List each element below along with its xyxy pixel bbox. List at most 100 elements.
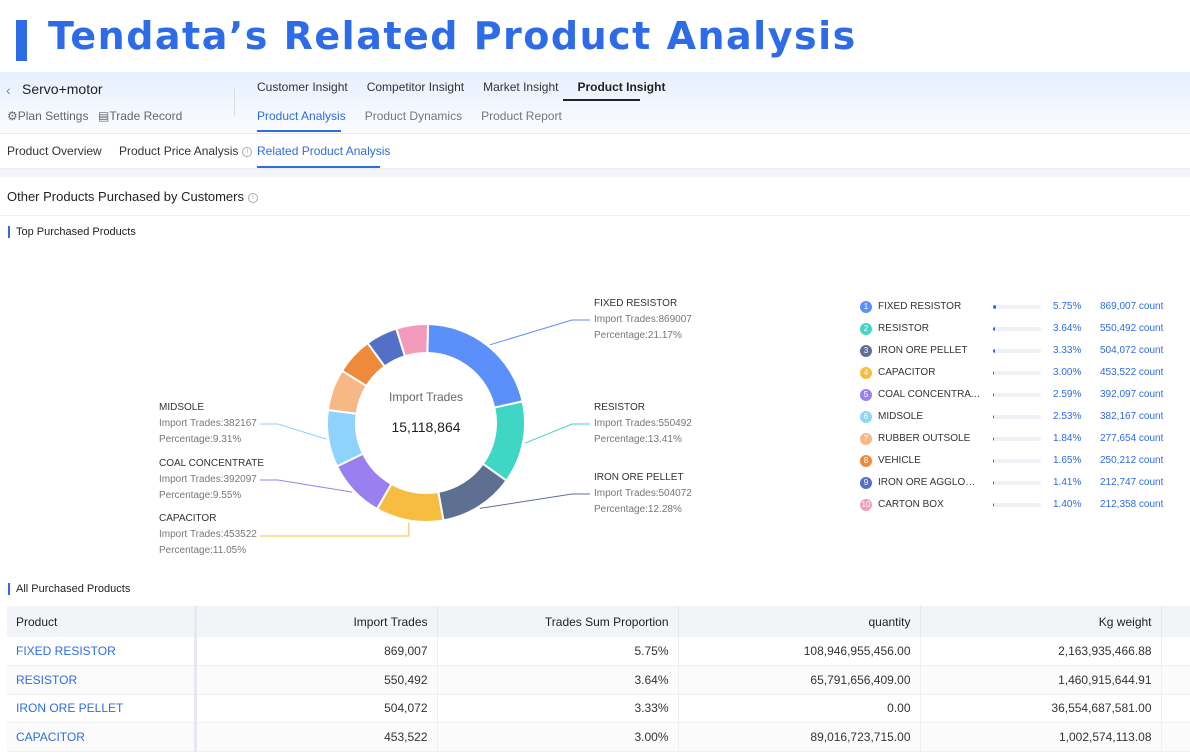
donut-center-value: 15,118,864 [391, 419, 461, 435]
product-link[interactable]: FIXED RESISTOR [7, 637, 197, 666]
callout-trades: Import Trades:453522 [159, 529, 257, 540]
document-icon: ▤ [98, 109, 110, 123]
rank-number-badge: 7 [860, 433, 872, 445]
rank-product-name: FIXED RESISTOR [878, 301, 962, 312]
table-cell-extra [1161, 694, 1190, 723]
rank-number-badge: 8 [860, 455, 872, 467]
col-kg-weight[interactable]: Kg weight [920, 606, 1162, 637]
donut-slice-carton-box[interactable] [395, 323, 429, 358]
trade-record-label: Trade Record [109, 109, 183, 123]
rank-progress-fill [993, 437, 995, 441]
tab-product-overview[interactable]: Product Overview [7, 144, 102, 158]
table-cell: 3.64% [437, 665, 679, 695]
tab-product-insight[interactable]: Product Insight [577, 80, 666, 94]
table-cell: 36,554,687,581.00 [920, 694, 1162, 723]
back-chevron-icon[interactable]: ‹ [6, 82, 11, 98]
rank-count: 277,654 count [1100, 433, 1164, 444]
rank-product-name: RESISTOR [878, 323, 929, 334]
callout-resistor: RESISTOR Import Trades:550492 Percentage… [594, 400, 692, 448]
tab-customer-insight[interactable]: Customer Insight [257, 80, 348, 94]
trade-record-link[interactable]: ▤Trade Record [98, 109, 182, 123]
table-row: CAPACITOR 453,522 3.00% 89,016,723,715.00 1,… [7, 722, 1190, 752]
rank-progress-fill [993, 371, 995, 375]
secondary-tabs: Product Overview Product Price Analysis i… [0, 134, 1190, 169]
product-link[interactable]: IRON ORE PELLET [7, 694, 197, 723]
callout-trades: Import Trades:392097 [159, 474, 257, 485]
all-products-table: Product Import Trades Trades Sum Proport… [7, 606, 1190, 752]
rank-progress-fill [993, 349, 995, 353]
tab-market-insight[interactable]: Market Insight [483, 80, 559, 94]
rank-number-badge: 5 [860, 389, 872, 401]
table-cell-extra [1161, 722, 1190, 752]
col-trades-sum-proportion[interactable]: Trades Sum Proportion [437, 606, 679, 637]
rank-percentage: 1.65% [1053, 455, 1082, 466]
rank-percentage: 3.00% [1053, 367, 1082, 378]
ranking-item: 9 IRON ORE AGGLOMER... 1.41% 212,747 count [860, 474, 1180, 496]
rank-product-name: CAPACITOR [878, 367, 936, 378]
ranking-item: 4 CAPACITOR 3.00% 453,522 count [860, 364, 1180, 386]
rank-number-badge: 10 [860, 499, 872, 511]
table-cell: 1,002,574,113.08 [920, 722, 1162, 752]
rank-progress-bar [993, 437, 1041, 441]
tab-related-product-analysis[interactable]: Related Product Analysis [257, 144, 391, 158]
rank-percentage: 1.41% [1053, 477, 1082, 488]
rank-progress-fill [993, 393, 995, 397]
rank-count: 453,522 count [1100, 367, 1164, 378]
leader-line [260, 522, 410, 537]
rank-product-name: IRON ORE AGGLOMER... [878, 477, 982, 488]
ranking-item: 7 RUBBER OUTSOLE 1.84% 277,654 count [860, 430, 1180, 452]
donut-chart: Import Trades 15,118,864 FIXED RESISTOR … [150, 290, 710, 560]
col-import-trades[interactable]: Import Trades [195, 606, 438, 637]
table-header-row: Product Import Trades Trades Sum Proport… [7, 606, 1190, 637]
tab-product-dynamics[interactable]: Product Dynamics [364, 109, 463, 123]
product-link[interactable]: RESISTOR [7, 665, 197, 695]
info-icon[interactable]: i [242, 146, 253, 157]
tab-product-analysis[interactable]: Product Analysis [257, 109, 346, 123]
rank-percentage: 1.40% [1053, 499, 1082, 510]
rank-count: 212,747 count [1100, 477, 1164, 488]
table-cell: 0.00 [678, 694, 921, 723]
callout-trades: Import Trades:382167 [159, 418, 257, 429]
col-product[interactable]: Product [7, 606, 197, 637]
plan-settings-link[interactable]: ⚙Plan Settings [7, 109, 88, 123]
callout-capacitor: CAPACITOR Import Trades:453522 Percentag… [159, 511, 257, 559]
leader-line [489, 319, 590, 346]
rank-product-name: RUBBER OUTSOLE [878, 433, 971, 444]
product-link[interactable]: CAPACITOR [7, 722, 197, 752]
ranking-item: 10 CARTON BOX 1.40% 212,358 count [860, 496, 1180, 518]
table-cell: 869,007 [195, 637, 438, 666]
rank-count: 392,097 count [1100, 389, 1164, 400]
rank-number-badge: 4 [860, 367, 872, 379]
sub-tab-active-indicator [257, 130, 341, 132]
rank-count: 504,072 count [1100, 345, 1164, 356]
tab-product-report[interactable]: Product Report [481, 109, 562, 123]
rank-number-badge: 1 [860, 301, 872, 313]
plan-settings-label: Plan Settings [17, 109, 89, 123]
tab-product-price-analysis-label: Product Price Analysis [119, 144, 239, 158]
tab-competitor-insight[interactable]: Competitor Insight [366, 80, 465, 94]
donut-slice-iron-ore-pellet[interactable] [437, 462, 508, 522]
col-quantity[interactable]: quantity [678, 606, 921, 637]
callout-percentage: Percentage:21.17% [594, 330, 682, 341]
rank-count: 250,212 count [1100, 455, 1164, 466]
callout-name: IRON ORE PELLET [594, 472, 684, 483]
rank-progress-bar [993, 459, 1041, 463]
rank-progress-bar [993, 415, 1041, 419]
rank-percentage: 3.64% [1053, 323, 1082, 334]
ranking-item: 8 VEHICLE 1.65% 250,212 count [860, 452, 1180, 474]
sub-tabs: Product Analysis Product Dynamics Produc… [257, 109, 581, 123]
ranking-item: 1 FIXED RESISTOR 5.75% 869,007 count [860, 298, 1180, 320]
callout-percentage: Percentage:9.55% [159, 490, 242, 501]
top-purchased-title: Top Purchased Products [8, 226, 136, 238]
ranking-item: 6 MIDSOLE 2.53% 382,167 count [860, 408, 1180, 430]
rank-progress-bar [993, 503, 1041, 507]
rank-product-name: CARTON BOX [878, 499, 944, 510]
table-cell: 550,492 [195, 665, 438, 695]
callout-name: MIDSOLE [159, 402, 205, 413]
rank-percentage: 2.53% [1053, 411, 1082, 422]
info-icon[interactable]: i [248, 192, 258, 203]
rank-progress-fill [993, 305, 996, 309]
tab-product-price-analysis[interactable]: Product Price Analysis i [119, 144, 253, 158]
sec-tab-active-indicator [257, 166, 380, 168]
